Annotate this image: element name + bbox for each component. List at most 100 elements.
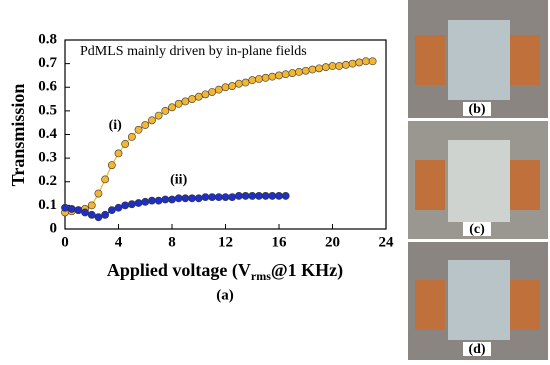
data-point	[121, 140, 130, 148]
data-point	[194, 194, 203, 203]
data-point	[234, 79, 243, 88]
y-tick-label: 0.5	[38, 102, 57, 118]
data-point	[321, 63, 330, 72]
data-point	[261, 192, 270, 200]
y-tick-label: 0.7	[38, 55, 57, 71]
data-point	[61, 203, 69, 212]
x-tick-label: 4	[115, 234, 123, 250]
cell	[448, 260, 510, 340]
data-point	[248, 76, 257, 85]
photo-c: (c)	[408, 121, 548, 239]
data-point	[114, 203, 123, 212]
series-label: (i)	[109, 118, 123, 133]
data-point	[81, 208, 89, 217]
data-point	[214, 193, 223, 202]
data-point	[281, 192, 290, 200]
data-point	[328, 62, 337, 70]
data-point	[368, 57, 377, 66]
data-point	[208, 88, 217, 96]
data-point	[221, 83, 230, 92]
data-point	[241, 192, 250, 200]
x-tick-label: 12	[218, 234, 233, 250]
data-point	[168, 103, 176, 112]
data-point	[188, 95, 196, 103]
photo-d: (d)	[408, 242, 548, 360]
data-point	[188, 194, 196, 203]
data-point	[127, 200, 136, 209]
data-point	[174, 99, 183, 108]
data-point	[348, 59, 357, 68]
data-point	[261, 73, 270, 82]
data-point	[154, 196, 163, 205]
data-point	[87, 210, 96, 219]
data-point	[268, 192, 277, 200]
data-point	[134, 125, 143, 134]
x-tick-label: 8	[168, 234, 176, 250]
data-point	[228, 193, 237, 202]
x-axis-label: Applied voltage (Vrms@1 KHz)	[107, 260, 343, 283]
data-point	[101, 175, 110, 184]
electrode	[510, 280, 540, 330]
data-point	[161, 106, 170, 115]
y-tick-label: 0.2	[38, 173, 57, 189]
data-point	[255, 192, 263, 200]
data-point	[161, 195, 170, 204]
data-point	[168, 195, 176, 204]
data-point	[341, 60, 350, 69]
annotation: PdMLS mainly driven by in-plane fields	[80, 44, 307, 59]
x-label-sub: rms	[251, 269, 271, 283]
label-box	[463, 222, 491, 236]
data-point	[141, 197, 150, 206]
data-point	[114, 149, 123, 158]
data-point	[74, 206, 83, 214]
y-tick-label: 0	[50, 220, 58, 236]
y-tick-label: 0.6	[38, 79, 57, 95]
data-point	[148, 196, 156, 205]
data-point	[121, 201, 130, 210]
data-point	[107, 161, 116, 170]
electrode	[415, 160, 445, 210]
data-point	[134, 199, 143, 207]
data-point	[362, 57, 370, 66]
data-point	[87, 201, 96, 210]
panel-label: (a)	[216, 287, 234, 303]
data-point	[107, 206, 116, 214]
data-point	[301, 66, 310, 75]
data-point	[228, 82, 237, 90]
data-point	[181, 97, 190, 106]
data-point	[275, 192, 283, 200]
electrode	[510, 35, 540, 85]
data-point	[315, 64, 324, 73]
data-point	[181, 194, 190, 203]
cell	[448, 140, 510, 222]
electrode	[510, 160, 540, 210]
data-point	[275, 71, 283, 80]
data-point	[248, 192, 257, 200]
y-tick-label: 0.1	[38, 197, 57, 213]
x-tick-label: 24	[379, 234, 395, 250]
photo-label: (d)	[468, 342, 485, 357]
data-point	[335, 62, 344, 70]
x-label-text: Applied voltage (V	[107, 260, 251, 281]
data-point	[208, 193, 217, 202]
data-point	[67, 205, 76, 213]
x-tick-label: 20	[325, 234, 340, 250]
y-tick-label: 0.8	[38, 31, 57, 47]
data-point	[241, 78, 250, 87]
electrode	[415, 35, 445, 85]
data-point	[255, 75, 263, 83]
y-tick-label: 0.3	[38, 150, 57, 166]
data-point	[194, 92, 203, 101]
photo-label: (c)	[469, 222, 485, 237]
data-point	[154, 111, 163, 120]
data-point	[308, 65, 317, 74]
series-line	[64, 60, 373, 214]
x-tick-label: 0	[61, 234, 69, 250]
data-point	[221, 193, 230, 202]
photo-label: (b)	[468, 102, 485, 117]
y-tick-label: 0.4	[38, 126, 57, 142]
data-point	[174, 194, 183, 203]
data-point	[141, 121, 150, 129]
data-point	[127, 132, 136, 141]
